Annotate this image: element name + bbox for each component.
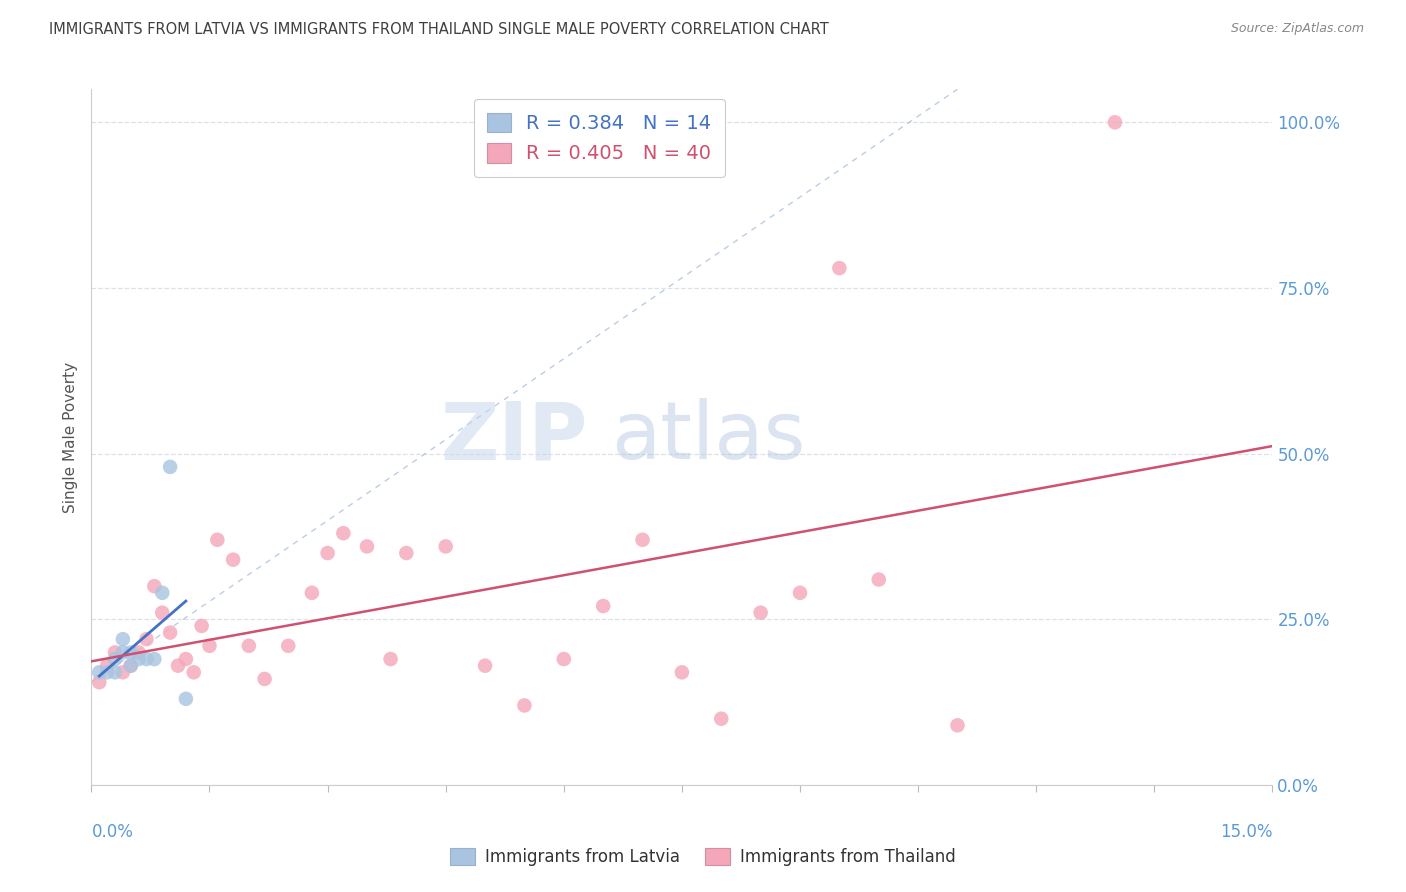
Point bbox=[96, 665, 118, 680]
Point bbox=[253, 672, 276, 686]
Legend: R = 0.384   N = 14, R = 0.405   N = 40: R = 0.384 N = 14, R = 0.405 N = 40 bbox=[474, 99, 725, 177]
Point bbox=[356, 540, 378, 554]
Point bbox=[513, 698, 536, 713]
Point bbox=[120, 658, 142, 673]
Point bbox=[183, 665, 205, 680]
Point bbox=[150, 606, 173, 620]
Point bbox=[316, 546, 339, 560]
Point bbox=[332, 526, 354, 541]
Point bbox=[96, 658, 118, 673]
Point bbox=[174, 691, 197, 706]
Text: ZIP: ZIP bbox=[440, 398, 588, 476]
Point bbox=[277, 639, 299, 653]
Point bbox=[104, 665, 127, 680]
Point bbox=[301, 586, 323, 600]
Point bbox=[190, 619, 212, 633]
Point bbox=[631, 533, 654, 547]
Point bbox=[749, 606, 772, 620]
Point bbox=[104, 645, 127, 659]
Point bbox=[434, 540, 457, 554]
Point bbox=[111, 645, 134, 659]
Point bbox=[111, 665, 134, 680]
Y-axis label: Single Male Poverty: Single Male Poverty bbox=[62, 361, 77, 513]
Point bbox=[104, 652, 127, 666]
Point bbox=[159, 459, 181, 474]
Point bbox=[159, 625, 181, 640]
Text: atlas: atlas bbox=[612, 398, 806, 476]
Point bbox=[553, 652, 575, 666]
Point bbox=[174, 652, 197, 666]
Point bbox=[135, 652, 157, 666]
Point bbox=[143, 652, 166, 666]
Point bbox=[474, 658, 496, 673]
Point bbox=[143, 579, 166, 593]
Point bbox=[150, 586, 173, 600]
Text: IMMIGRANTS FROM LATVIA VS IMMIGRANTS FROM THAILAND SINGLE MALE POVERTY CORRELATI: IMMIGRANTS FROM LATVIA VS IMMIGRANTS FRO… bbox=[49, 22, 830, 37]
Point bbox=[238, 639, 260, 653]
Point bbox=[128, 645, 150, 659]
Point bbox=[89, 665, 111, 680]
Point bbox=[671, 665, 693, 680]
Point bbox=[710, 712, 733, 726]
Text: 0.0%: 0.0% bbox=[91, 823, 134, 841]
Point bbox=[1104, 115, 1126, 129]
Text: 15.0%: 15.0% bbox=[1220, 823, 1272, 841]
Point bbox=[128, 652, 150, 666]
Legend: Immigrants from Latvia, Immigrants from Thailand: Immigrants from Latvia, Immigrants from … bbox=[441, 840, 965, 875]
Point bbox=[111, 632, 134, 647]
Point bbox=[198, 639, 221, 653]
Point bbox=[380, 652, 402, 666]
Point bbox=[868, 573, 890, 587]
Point bbox=[395, 546, 418, 560]
Point bbox=[167, 658, 190, 673]
Point bbox=[207, 533, 229, 547]
Point bbox=[789, 586, 811, 600]
Point bbox=[89, 675, 111, 690]
Point bbox=[946, 718, 969, 732]
Text: Source: ZipAtlas.com: Source: ZipAtlas.com bbox=[1230, 22, 1364, 36]
Point bbox=[222, 552, 245, 566]
Point bbox=[120, 658, 142, 673]
Point bbox=[135, 632, 157, 647]
Point bbox=[592, 599, 614, 613]
Point bbox=[828, 261, 851, 276]
Point bbox=[120, 645, 142, 659]
